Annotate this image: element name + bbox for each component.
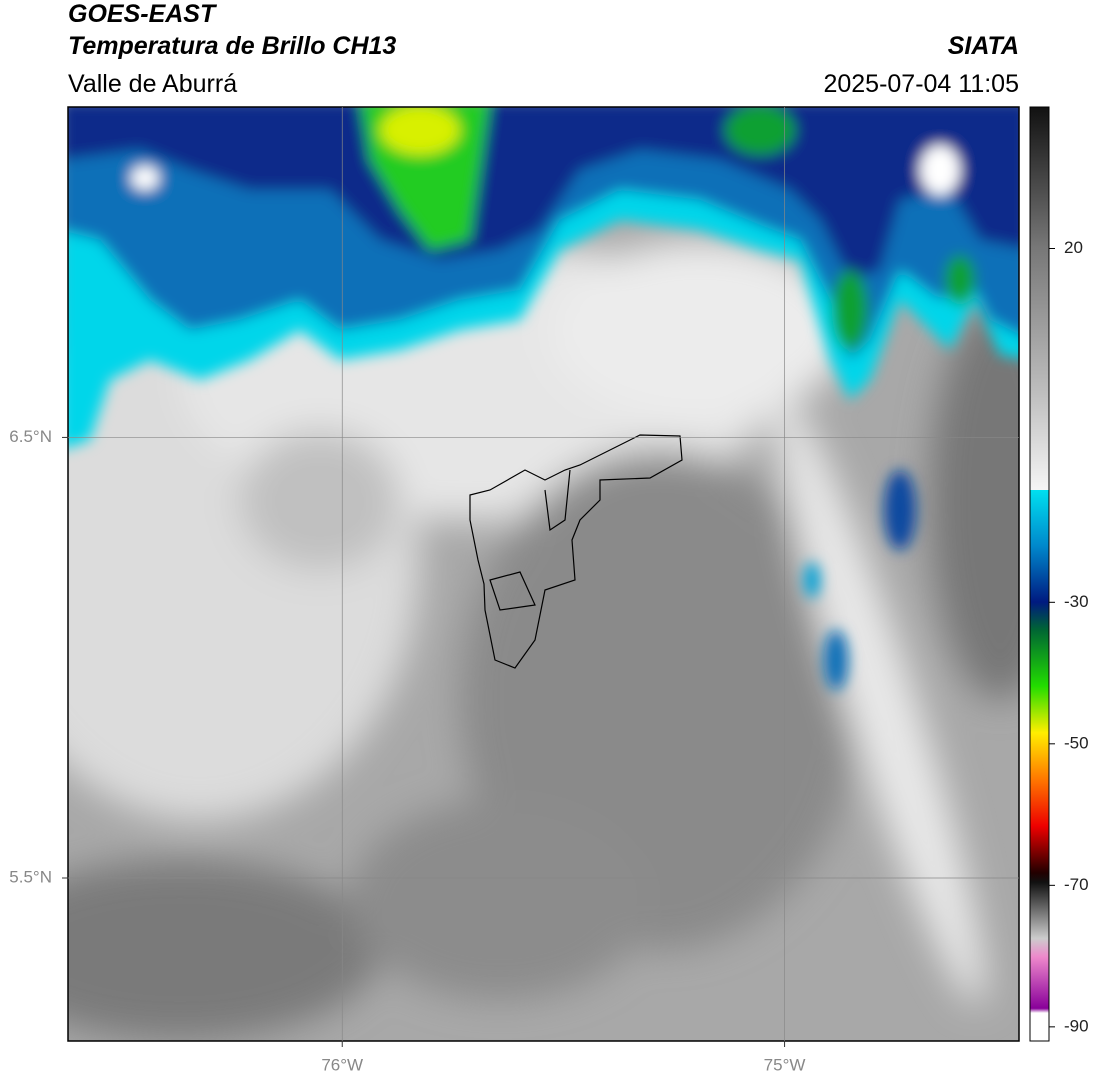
x-tick-label: 76°W	[321, 1055, 363, 1074]
satellite-image	[68, 107, 1019, 1041]
y-tick-label: 6.5°N	[9, 427, 52, 446]
colorbar-tick-label: -50	[1064, 733, 1089, 752]
timestamp: 2025-07-04 11:05	[823, 70, 1019, 98]
agency-label: SIATA	[948, 32, 1019, 60]
colorbar-tick-label: -30	[1064, 592, 1089, 611]
colorbar-tick-label: -90	[1064, 1016, 1089, 1035]
x-tick-label: 75°W	[764, 1055, 806, 1074]
colorbar-tick-label: -70	[1064, 875, 1089, 894]
y-tick-label: 5.5°N	[9, 867, 52, 886]
product-title: Temperatura de Brillo CH13	[68, 32, 396, 60]
colorbar	[1029, 106, 1050, 1042]
colorbar-tick-label: 20	[1064, 238, 1083, 257]
source-title: GOES-EAST	[68, 0, 218, 28]
map-frame	[67, 106, 1020, 1042]
region-label: Valle de Aburrá	[68, 70, 237, 98]
